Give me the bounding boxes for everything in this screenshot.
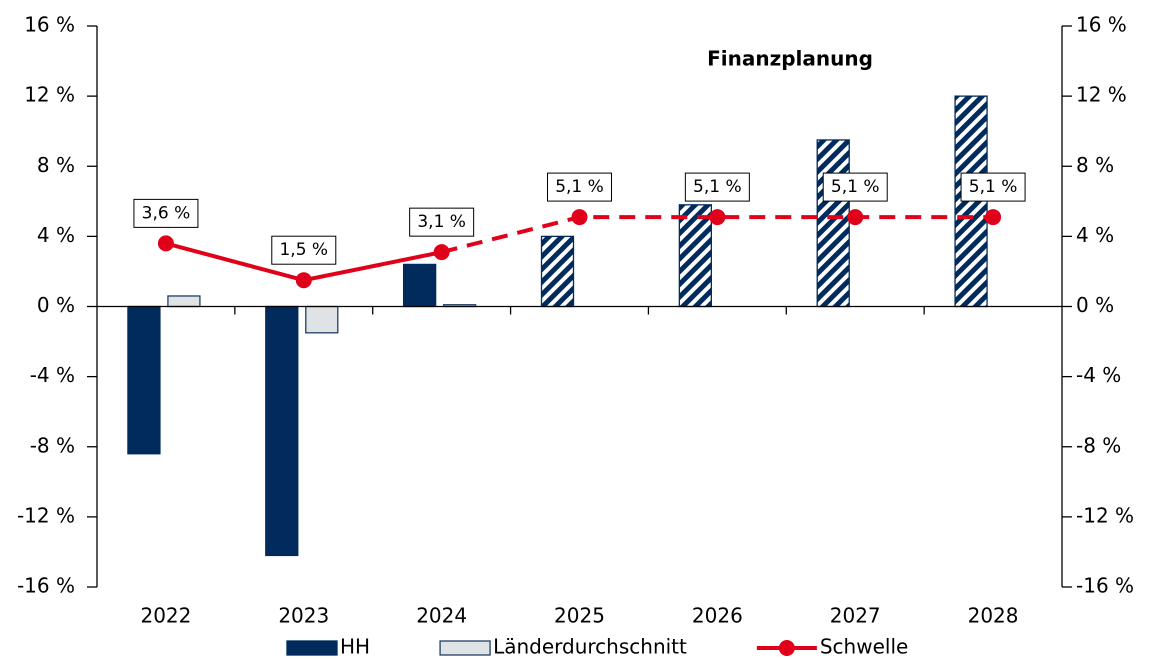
y-tick-label: 0 % <box>37 293 75 317</box>
y2-tick-label: -16 % <box>1076 574 1134 598</box>
legend-swatch <box>439 640 491 656</box>
data-label: 1,5 % <box>279 240 328 260</box>
data-label-box <box>822 172 888 202</box>
data-label: 5,1 % <box>831 177 880 197</box>
annotation: Finanzplanung <box>707 47 873 71</box>
x-tick-label: 2023 <box>278 604 329 628</box>
y-tick-label: -8 % <box>30 433 75 457</box>
y2-tick-label: 0 % <box>1076 293 1114 317</box>
legend-label: HH <box>340 635 370 659</box>
data-label-box <box>133 198 199 228</box>
y2-tick-label: -12 % <box>1076 503 1134 527</box>
y-tick-label: -16 % <box>17 574 75 598</box>
y2-tick-label: -8 % <box>1076 433 1121 457</box>
bar <box>402 263 437 308</box>
data-label: 3,1 % <box>417 212 466 232</box>
y-tick-label: 16 % <box>24 13 75 37</box>
legend-label: Länderdurchschnitt <box>493 635 687 659</box>
y2-tick-label: -4 % <box>1076 363 1121 387</box>
y2-tick-label: 12 % <box>1076 83 1127 107</box>
y-tick-label: 4 % <box>37 223 75 247</box>
data-label: 5,1 % <box>693 177 742 197</box>
legend-swatch <box>778 640 795 656</box>
x-tick-label: 2024 <box>416 604 467 628</box>
data-label-box <box>960 172 1026 202</box>
y-tick-label: -4 % <box>30 363 75 387</box>
x-tick-label: 2022 <box>140 604 191 628</box>
data-label-box <box>271 235 337 265</box>
data-label: 3,6 % <box>142 203 191 223</box>
data-label-box <box>409 207 475 237</box>
x-tick-label: 2028 <box>968 604 1019 628</box>
x-tick-label: 2025 <box>554 604 605 628</box>
line-point <box>571 209 588 226</box>
legend-swatch <box>286 640 338 656</box>
x-tick-label: 2026 <box>692 604 743 628</box>
line-point <box>157 235 174 252</box>
bar <box>678 204 713 308</box>
bar <box>816 139 850 308</box>
line-point <box>433 244 450 261</box>
y2-tick-label: 16 % <box>1076 13 1127 37</box>
bar <box>127 305 161 455</box>
data-label: 5,1 % <box>555 177 604 197</box>
data-label: 5,1 % <box>969 177 1018 197</box>
y2-tick-label: 4 % <box>1076 223 1114 247</box>
line-point <box>709 209 726 226</box>
line-point <box>985 209 1002 226</box>
legend-label: Schwelle <box>820 635 908 659</box>
line-point <box>295 272 312 289</box>
y-tick-label: 8 % <box>37 153 75 177</box>
line-point <box>847 209 864 226</box>
data-label-box <box>547 172 612 202</box>
data-label-box <box>684 172 750 202</box>
y-tick-label: 12 % <box>24 83 75 107</box>
x-tick-label: 2027 <box>830 604 881 628</box>
bar <box>540 235 575 308</box>
bar <box>167 295 201 308</box>
y2-tick-label: 8 % <box>1076 153 1114 177</box>
bar <box>305 305 339 334</box>
bar <box>265 305 299 557</box>
y-tick-label: -12 % <box>17 503 75 527</box>
